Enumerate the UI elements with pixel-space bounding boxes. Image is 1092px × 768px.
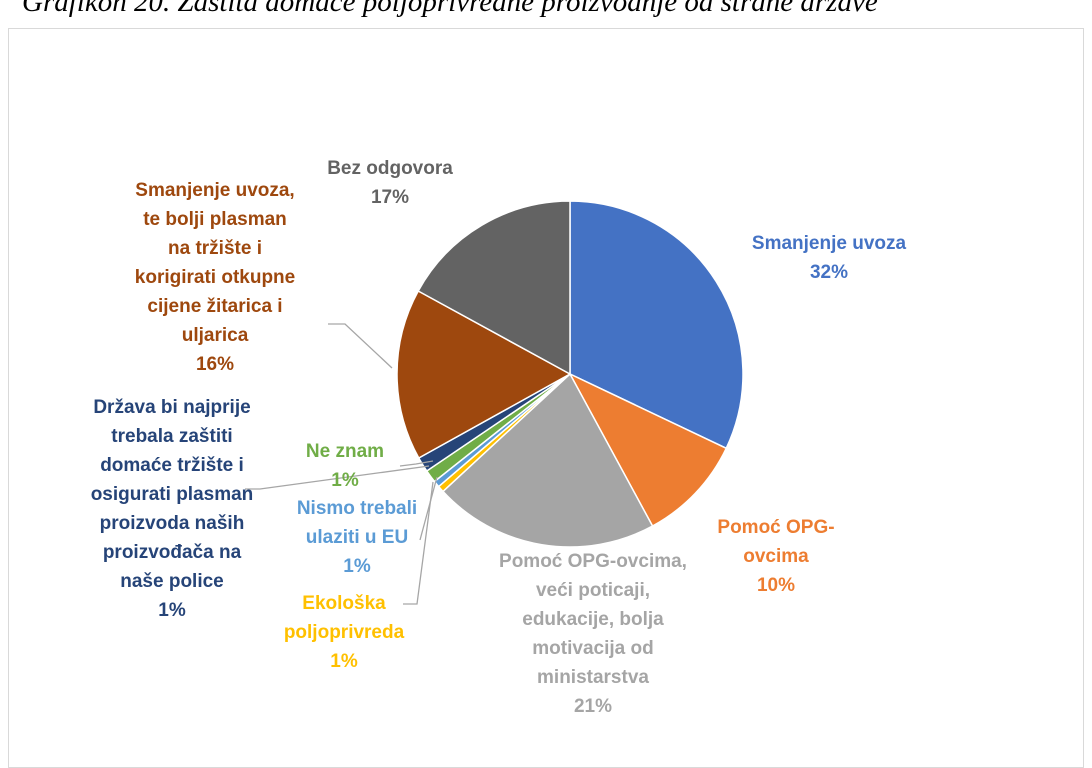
slice-label-line: Ne znam bbox=[306, 441, 384, 462]
leader-line bbox=[328, 323, 393, 369]
slice-label-line: poljoprivreda bbox=[284, 622, 405, 643]
slice-label: Pomoć OPG-ovcima 10% bbox=[717, 517, 834, 596]
slice-label-line: ulaziti u EU bbox=[306, 527, 408, 548]
slice-label: Smanjenje uvoza, te bolji plasman na tržiš… bbox=[135, 180, 295, 375]
figure-caption: Grafikon 20. Zaštita domaće poljoprivred… bbox=[22, 0, 878, 18]
slice-percent: 17% bbox=[371, 187, 409, 208]
slice-label-line: uljarica bbox=[182, 325, 249, 346]
slice-label-line: domaće tržište i bbox=[100, 455, 244, 476]
slice-label: Ne znam 1% bbox=[306, 441, 384, 491]
slice-label-line: motivacija od bbox=[532, 638, 653, 659]
leader-line bbox=[403, 481, 434, 605]
slice-label: Nismo trebali ulaziti u EU 1% bbox=[297, 498, 417, 577]
slice-label-line: osigurati plasman bbox=[91, 484, 254, 505]
pie-slice bbox=[441, 372, 654, 548]
slice-label-line: ministarstva bbox=[537, 667, 649, 688]
slice-label-line: proizvoda naših bbox=[100, 513, 245, 534]
pie-slice bbox=[569, 200, 744, 450]
slice-label: Ekološka poljoprivreda 1% bbox=[284, 593, 405, 672]
slice-label-line: Bez odgovora bbox=[327, 158, 453, 179]
slice-label-line: na tržište i bbox=[168, 238, 262, 259]
slice-label: Pomoć OPG-ovcima, veći poticaji, edukacije… bbox=[499, 551, 687, 717]
slice-label-line: naše police bbox=[120, 571, 224, 592]
slice-label-line: te bolji plasman bbox=[143, 209, 287, 230]
slice-label-line: Država bi najprije bbox=[93, 397, 250, 418]
pie-slice bbox=[568, 372, 728, 528]
leader-line bbox=[419, 476, 438, 541]
slice-percent: 1% bbox=[330, 651, 358, 672]
slice-label: Smanjenje uvoza 32% bbox=[752, 233, 907, 283]
pie-slice bbox=[417, 200, 571, 376]
leader-line bbox=[245, 465, 430, 490]
slice-label-line: Smanjenje uvoza, bbox=[135, 180, 294, 201]
slice-percent: 1% bbox=[343, 556, 371, 577]
slice-percent: 1% bbox=[331, 470, 359, 491]
slice-label-line: Pomoć OPG-ovcima, bbox=[499, 551, 687, 572]
slice-label-line: Smanjenje uvoza bbox=[752, 233, 907, 254]
slice-label-line: korigirati otkupne bbox=[135, 267, 295, 288]
slice-label-line: Ekološka bbox=[302, 593, 386, 614]
slice-label-line: proizvođača na bbox=[103, 542, 242, 563]
leader-line bbox=[399, 460, 434, 467]
slice-percent: 10% bbox=[757, 575, 795, 596]
pie-slice bbox=[396, 289, 572, 459]
slice-percent: 21% bbox=[574, 696, 612, 717]
slice-label-line: Nismo trebali bbox=[297, 498, 417, 519]
slice-label: Država bi najprije trebala zaštiti domaće … bbox=[91, 397, 254, 621]
slice-percent: 1% bbox=[158, 600, 186, 621]
slice-percent: 16% bbox=[196, 354, 234, 375]
slice-label-line: veći poticaji, bbox=[536, 580, 650, 601]
slice-label-line: trebala zaštiti bbox=[111, 426, 232, 447]
slice-label-line: ovcima bbox=[743, 546, 809, 567]
slice-label: Bez odgovora 17% bbox=[327, 158, 453, 208]
slice-label-line: cijene žitarica i bbox=[147, 296, 282, 317]
slice-label-line: Pomoć OPG- bbox=[717, 517, 834, 538]
slice-label-line: edukacije, bolja bbox=[522, 609, 664, 630]
slice-percent: 32% bbox=[810, 262, 848, 283]
pie-chart: Smanjenje uvoza 32%Pomoć OPG-ovcima 10%Pom… bbox=[91, 158, 907, 717]
